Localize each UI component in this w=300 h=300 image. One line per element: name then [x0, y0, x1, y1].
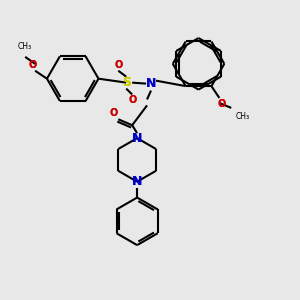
Text: O: O — [217, 99, 226, 109]
Text: N: N — [146, 77, 156, 90]
Text: O: O — [128, 95, 136, 106]
Text: N: N — [132, 175, 142, 188]
Text: CH₃: CH₃ — [235, 112, 249, 121]
Text: O: O — [114, 60, 122, 70]
Text: O: O — [217, 99, 226, 109]
Text: O: O — [109, 108, 118, 118]
Text: O: O — [114, 60, 122, 70]
Text: N: N — [146, 77, 156, 90]
Text: O: O — [29, 60, 37, 70]
Text: O: O — [128, 95, 136, 106]
Text: O: O — [29, 60, 37, 70]
Text: CH₃: CH₃ — [18, 42, 32, 51]
Text: S: S — [122, 76, 131, 89]
Text: S: S — [122, 76, 131, 89]
Text: N: N — [132, 132, 142, 145]
Text: N: N — [132, 175, 142, 188]
Text: O: O — [109, 108, 118, 118]
Text: N: N — [132, 132, 142, 145]
